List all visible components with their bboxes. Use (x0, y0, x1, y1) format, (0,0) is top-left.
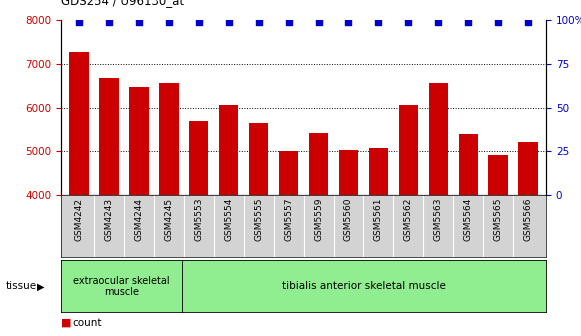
Bar (159, 83, 178, 195)
Point (344, 19, 353, 25)
Text: GDS254 / U96130_at: GDS254 / U96130_at (61, 0, 184, 7)
Text: ▶: ▶ (37, 282, 44, 291)
Point (464, 19, 473, 25)
Text: count: count (73, 318, 102, 328)
Point (134, 19, 144, 25)
Text: GSM5557: GSM5557 (284, 198, 293, 242)
Bar (219, 105, 238, 195)
Text: GSM4242: GSM4242 (74, 198, 84, 241)
Bar (369, 148, 388, 195)
Text: tibialis anterior skeletal muscle: tibialis anterior skeletal muscle (282, 282, 446, 291)
Point (164, 19, 174, 25)
Point (433, 19, 443, 25)
Point (404, 19, 413, 25)
Point (254, 19, 263, 25)
Text: GSM5564: GSM5564 (464, 198, 473, 241)
Text: GSM5561: GSM5561 (374, 198, 383, 242)
Point (194, 19, 203, 25)
Point (224, 19, 234, 25)
Point (494, 19, 503, 25)
Bar (309, 133, 328, 195)
Bar (99, 78, 119, 195)
Point (74, 19, 84, 25)
Point (314, 19, 323, 25)
Bar (399, 105, 418, 195)
Point (104, 19, 113, 25)
Point (374, 19, 383, 25)
Text: GSM5559: GSM5559 (314, 198, 323, 242)
Bar (339, 150, 358, 195)
Bar (458, 134, 478, 195)
Text: ■: ■ (61, 318, 71, 328)
Text: GSM5560: GSM5560 (344, 198, 353, 242)
Text: extraocular skeletal
muscle: extraocular skeletal muscle (73, 276, 170, 297)
Text: GSM4244: GSM4244 (134, 198, 144, 241)
Text: GSM4245: GSM4245 (164, 198, 173, 241)
Text: GSM5563: GSM5563 (434, 198, 443, 242)
Text: GSM5566: GSM5566 (523, 198, 533, 242)
Bar (489, 155, 508, 195)
Point (523, 19, 533, 25)
Bar (249, 123, 268, 195)
Bar (129, 87, 149, 195)
Bar (279, 151, 298, 195)
Text: GSM5562: GSM5562 (404, 198, 413, 241)
Bar (429, 83, 448, 195)
Text: tissue: tissue (6, 282, 37, 291)
Bar (69, 52, 89, 195)
Text: GSM5553: GSM5553 (194, 198, 203, 242)
Bar (518, 142, 538, 195)
Point (284, 19, 293, 25)
Text: GSM5565: GSM5565 (494, 198, 503, 242)
Bar (189, 122, 209, 195)
Text: GSM5555: GSM5555 (254, 198, 263, 242)
Text: GSM5554: GSM5554 (224, 198, 233, 241)
Text: GSM4243: GSM4243 (105, 198, 113, 241)
